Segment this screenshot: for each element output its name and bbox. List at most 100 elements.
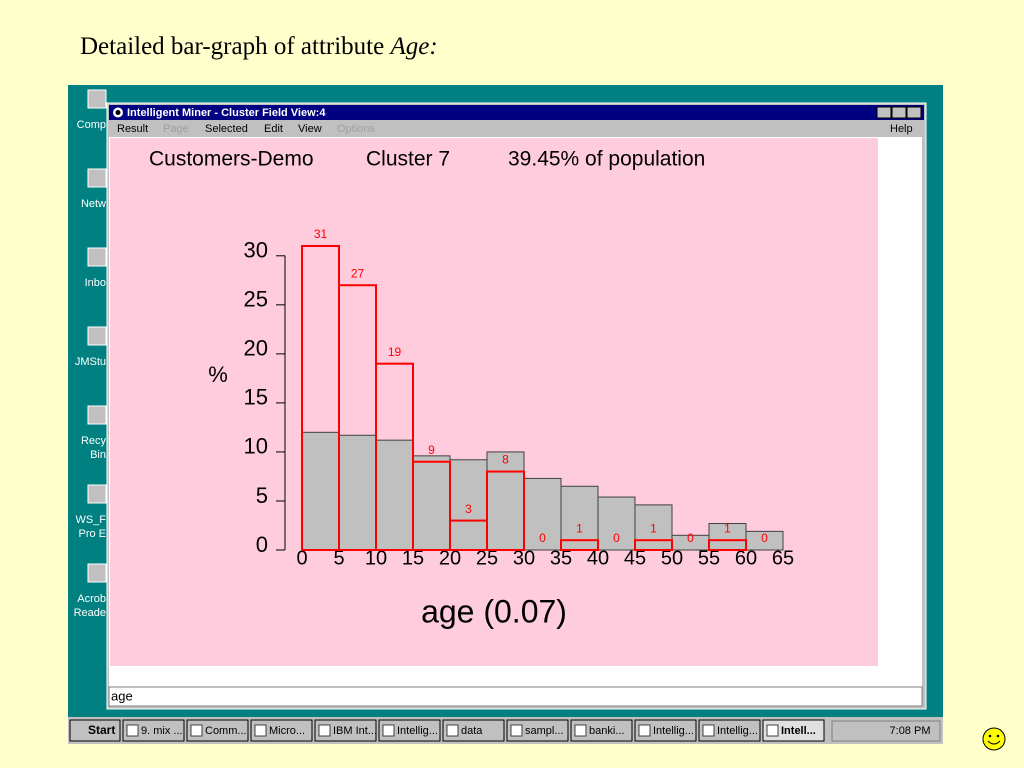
data-label: 31 <box>314 227 328 241</box>
slide-title-text: Detailed bar-graph of attribute <box>80 33 390 60</box>
cluster-bar <box>634 539 673 551</box>
data-label: 19 <box>388 345 402 359</box>
smiley-eye <box>988 734 992 738</box>
menu-item[interactable]: Result <box>117 123 148 135</box>
menu-item: Page <box>163 123 189 135</box>
y-tick-label: 25 <box>244 287 268 312</box>
start-button[interactable] <box>69 719 121 742</box>
taskbar-button-icon <box>254 724 267 737</box>
close-button[interactable] <box>906 106 922 119</box>
desktop-icon-label: Inbo <box>85 277 106 289</box>
taskbar-button-label: Micro... <box>269 725 305 737</box>
y-tick-label: 20 <box>244 336 268 361</box>
title-bar <box>109 105 924 120</box>
chart-area <box>110 138 878 666</box>
y-axis-label: % <box>208 362 228 387</box>
bar <box>449 459 488 551</box>
desktop-icon[interactable] <box>87 89 107 109</box>
desktop-icon[interactable] <box>87 326 107 346</box>
smiley <box>982 727 1006 751</box>
desktop-icon-label: WS_F <box>75 514 106 526</box>
minimize-button[interactable] <box>876 106 892 119</box>
x-tick-label: 25 <box>476 547 498 569</box>
taskbar-button-label: 9. mix ... <box>141 725 183 737</box>
data-label: 0 <box>613 531 620 545</box>
smiley-mouth <box>987 740 1001 745</box>
data-label: 1 <box>650 521 657 535</box>
desktop-icon-label: Netw <box>81 198 106 210</box>
x-tick-label: 40 <box>587 547 609 569</box>
desktop-icon[interactable] <box>87 168 107 188</box>
x-tick-label: 55 <box>698 547 720 569</box>
y-tick-label: 5 <box>256 483 268 508</box>
x-tick-label: 65 <box>772 547 794 569</box>
bar <box>412 455 451 551</box>
start-label: Start <box>88 723 115 737</box>
desktop-icon-label: JMStu <box>75 356 106 368</box>
bar <box>486 451 525 551</box>
x-tick-label: 0 <box>296 547 307 569</box>
y-tick-label: 10 <box>244 434 268 459</box>
taskbar-button-icon <box>190 724 203 737</box>
taskbar-button-icon <box>510 724 523 737</box>
slide-title: Detailed bar-graph of attribute Age: <box>80 33 438 60</box>
window-controls <box>876 106 922 119</box>
desktop-icon-label: Comp <box>77 119 106 131</box>
data-label: 27 <box>351 266 365 280</box>
x-tick-label: 30 <box>513 547 535 569</box>
chart-title-dataset: Customers-Demo <box>149 148 314 171</box>
x-tick-label: 35 <box>550 547 572 569</box>
taskbar-button-icon <box>446 724 459 737</box>
bar <box>338 434 377 551</box>
bar <box>708 523 747 551</box>
chart-title-cluster: Cluster 7 <box>366 148 450 171</box>
bar <box>375 439 414 551</box>
desktop-icon[interactable] <box>87 247 107 267</box>
data-label: 1 <box>724 521 731 535</box>
window-title: Intelligent Miner - Cluster Field View:4 <box>127 107 326 119</box>
data-label: 0 <box>687 531 694 545</box>
desktop-icon-label: Recy <box>81 435 107 447</box>
cluster-bar <box>708 539 747 551</box>
taskbar-button-label: Intellig... <box>717 725 758 737</box>
menu-help[interactable]: Help <box>890 123 913 135</box>
desktop-icons: Comp Netw Inbo JMStu Recy Bin WS_F Pro E Acrob Re… <box>74 89 107 619</box>
menu-item[interactable]: View <box>298 123 322 135</box>
taskbar-button-label: sampl... <box>525 725 564 737</box>
clock: 7:08 PM <box>890 725 931 737</box>
x-tick-label: 60 <box>735 547 757 569</box>
x-axis-label: age (0.07) <box>421 593 567 629</box>
desktop-icon-label: Acrob <box>77 593 106 605</box>
taskbar-button-label: IBM Int... <box>333 725 377 737</box>
taskbar-button-label: banki... <box>589 725 624 737</box>
desktop-icon[interactable] <box>87 563 107 583</box>
data-label: 3 <box>465 502 472 516</box>
data-label: 9 <box>428 443 435 457</box>
menu-item[interactable]: Selected <box>205 123 248 135</box>
slide-title-italic: Age: <box>388 33 437 60</box>
menu-item[interactable]: Edit <box>264 123 283 135</box>
bar <box>301 431 340 551</box>
app-icon-dot <box>115 110 121 115</box>
taskbar-buttons: Start 9. mix ... Comm... Micro... IBM Int...… <box>69 719 825 742</box>
taskbar-button-label: data <box>461 725 483 737</box>
desktop-icon[interactable] <box>87 405 107 425</box>
x-tick-label: 20 <box>439 547 461 569</box>
taskbar-button-icon <box>126 724 139 737</box>
desktop-icon[interactable] <box>87 484 107 504</box>
desktop-icon-label: Bin <box>90 449 106 461</box>
data-label: 1 <box>576 521 583 535</box>
maximize-button[interactable] <box>891 106 907 119</box>
chart-title-population: 39.45% of population <box>508 148 705 171</box>
data-label: 0 <box>539 531 546 545</box>
cluster-bar <box>375 362 414 552</box>
smiley-eye <box>996 734 1000 738</box>
taskbar-button-label: Comm... <box>205 725 247 737</box>
menu-item: Options <box>337 123 375 135</box>
taskbar-button-icon <box>638 724 651 737</box>
x-tick-label: 5 <box>333 547 344 569</box>
desktop-icon-label: Reade <box>74 607 106 619</box>
